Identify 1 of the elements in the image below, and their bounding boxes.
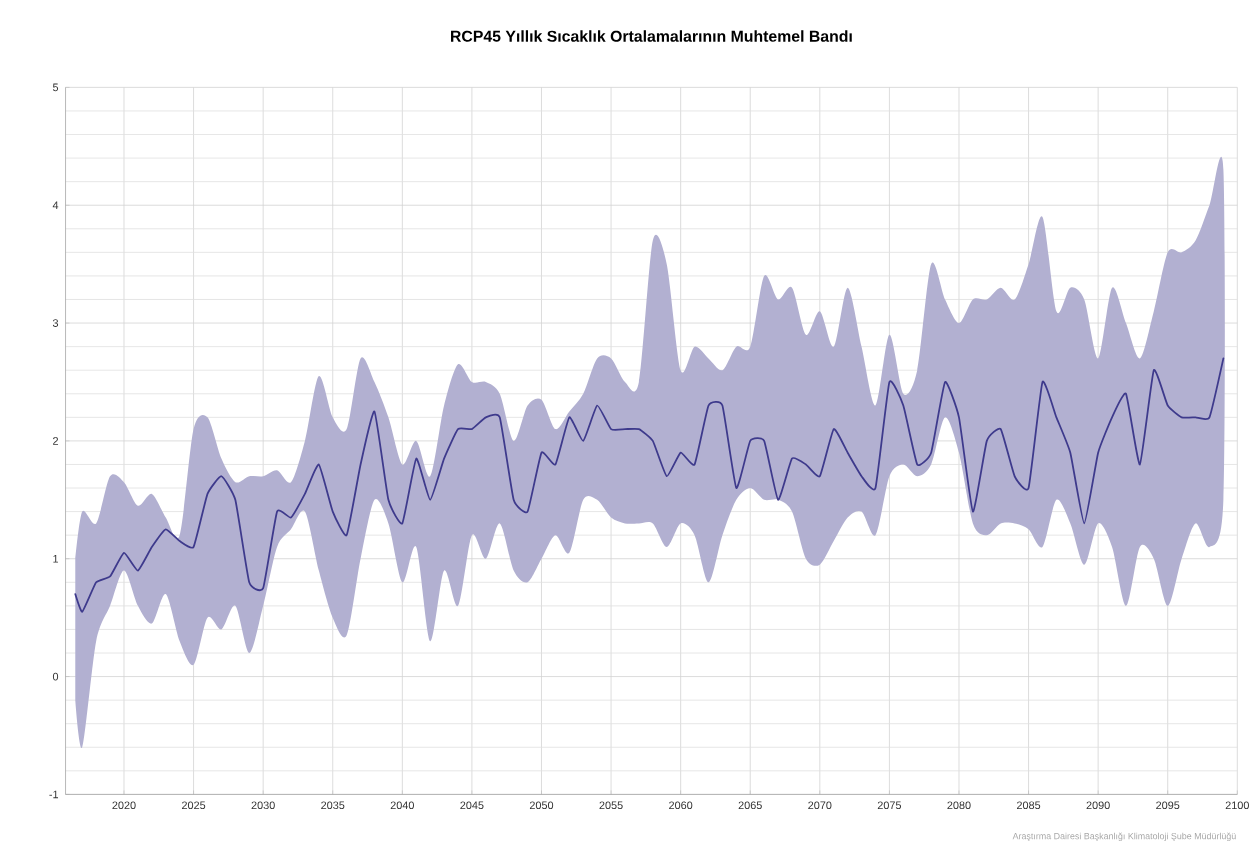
line-series — [74, 357, 1225, 613]
